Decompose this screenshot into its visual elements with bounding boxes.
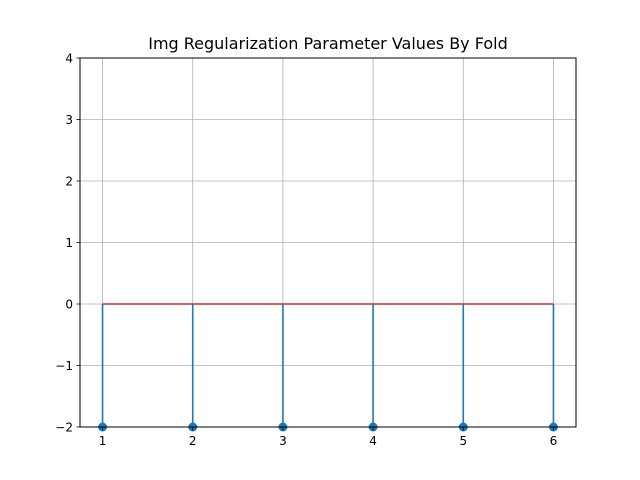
chart-title: Img Regularization Parameter Values By F… [148,34,508,53]
y-tick-label: −1 [55,359,73,373]
stems [98,304,558,432]
y-tick-label: 0 [65,298,73,312]
y-tick-label: 3 [65,113,73,127]
ticks: 1 2 3 4 5 6 −2 −1 0 1 2 3 4 [55,52,557,449]
x-tick-label: 3 [279,434,287,448]
y-tick-label: 1 [65,236,73,250]
y-tick-label: −2 [55,421,73,435]
x-tick-label: 4 [369,434,377,448]
y-tick-label: 4 [65,52,73,66]
x-tick-label: 5 [459,434,467,448]
y-tick-label: 2 [65,175,73,189]
x-tick-label: 2 [189,434,197,448]
x-tick-label: 1 [99,434,107,448]
x-tick-label: 6 [550,434,558,448]
